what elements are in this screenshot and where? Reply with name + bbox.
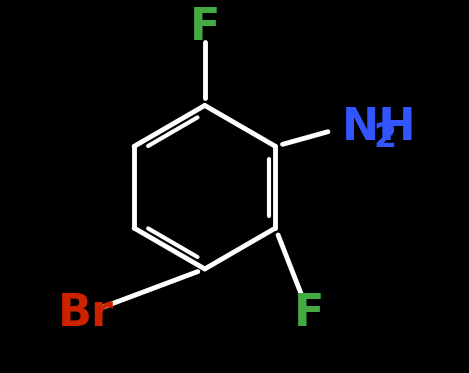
Text: F: F bbox=[294, 292, 324, 335]
Text: NH: NH bbox=[342, 106, 417, 149]
Text: Br: Br bbox=[58, 292, 114, 335]
Text: F: F bbox=[189, 6, 220, 49]
Text: 2: 2 bbox=[374, 120, 397, 154]
